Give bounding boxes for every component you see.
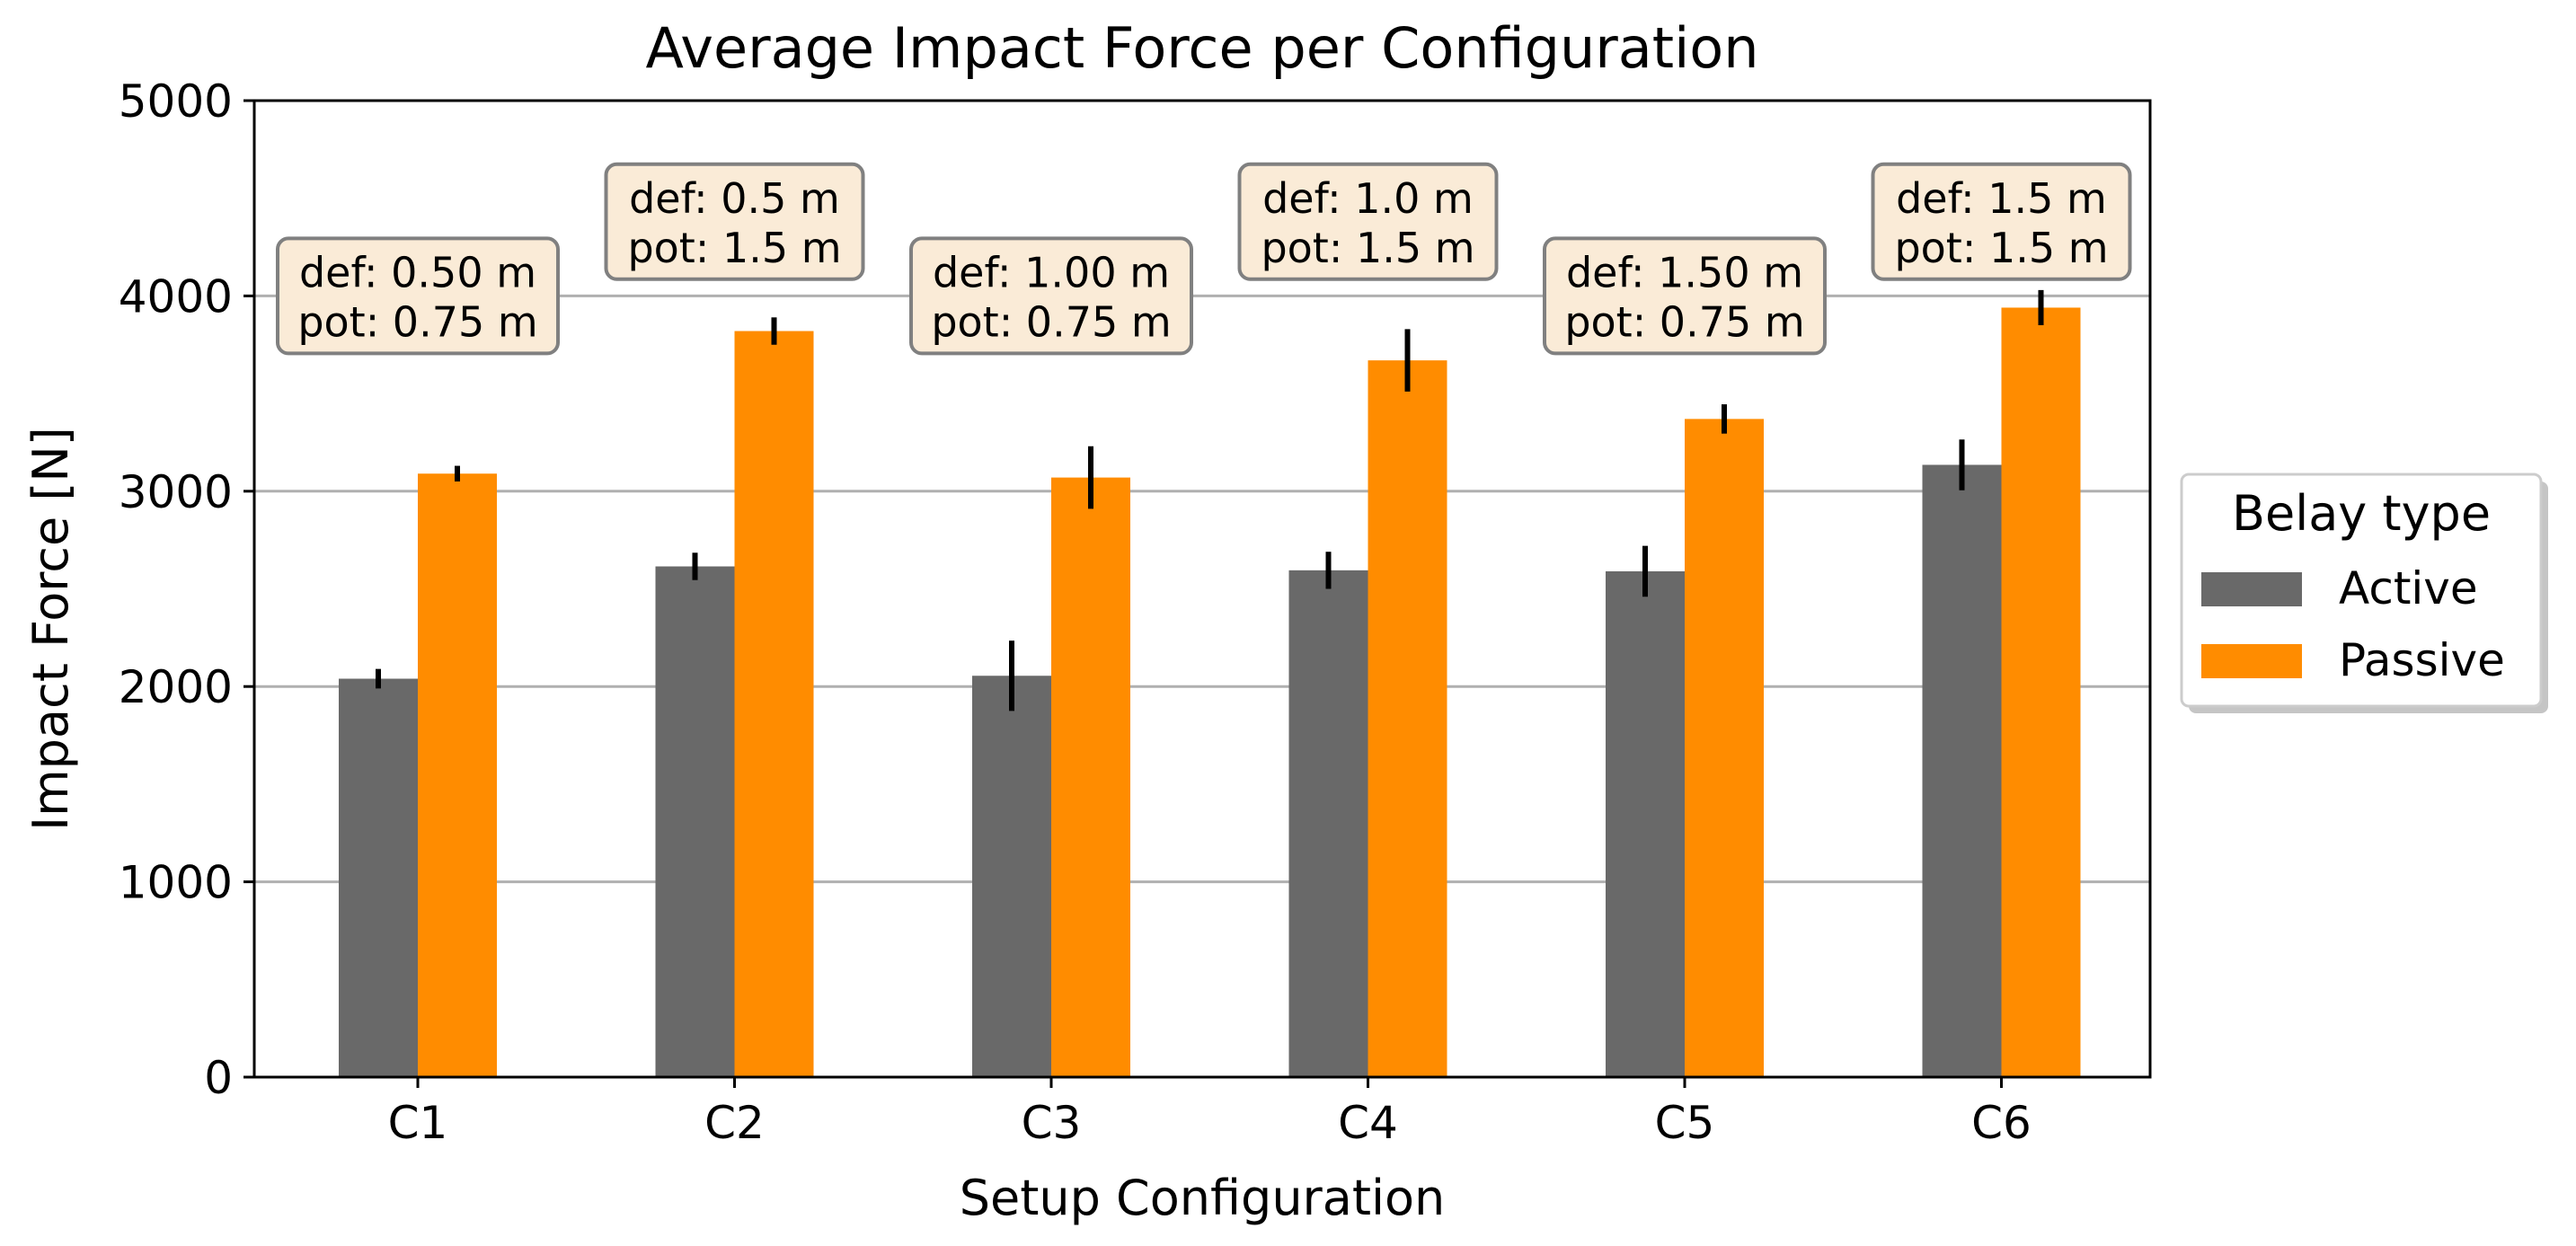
x-axis-label: Setup Configuration [960,1170,1446,1226]
y-tick-label: 1000 [119,857,233,909]
y-tick-label: 5000 [119,75,233,128]
annotation-potential: pot: 1.5 m [1894,224,2108,272]
annotation-deflection: def: 1.0 m [1262,174,1474,223]
bar-passive-c5 [1685,419,1764,1077]
y-tick-label: 3000 [119,466,233,518]
bar-passive-c3 [1051,477,1130,1077]
legend-label-active: Active [2339,562,2478,614]
x-tick-label: C5 [1655,1097,1715,1149]
annotation-potential: pot: 0.75 m [931,297,1171,346]
bar-active-c3 [972,676,1051,1077]
annotation-box [276,236,560,356]
annotation-box [604,162,865,281]
annotation-deflection: def: 1.5 m [1896,174,2107,223]
x-tick-label: C4 [1338,1097,1398,1149]
annotation-box [1543,236,1827,356]
annotation-box [909,236,1193,356]
bar-active-c1 [339,678,418,1077]
annotation-box [1237,162,1499,281]
annotation-potential: pot: 0.75 m [297,297,537,346]
x-tick-label: C3 [1022,1097,1082,1149]
error-bars [376,289,2044,711]
legend-swatch-passive [2201,644,2302,678]
y-tick-label: 0 [204,1052,233,1104]
y-axis-label: Impact Force [N] [22,427,79,831]
bar-active-c2 [655,566,735,1077]
legend-swatch-active [2201,572,2302,606]
annotation-potential: pot: 1.5 m [627,224,841,272]
x-tick-label: C2 [704,1097,765,1149]
bar-passive-c4 [1368,360,1447,1078]
bar-passive-c6 [2001,307,2081,1078]
y-tick-label: 4000 [119,270,233,323]
legend-label-passive: Passive [2339,634,2505,686]
grid-lines [254,294,2150,884]
bar-active-c6 [1922,464,2002,1077]
annotation-potential: pot: 0.75 m [1564,297,1804,346]
annotation-deflection: def: 1.00 m [933,248,1170,296]
annotation-potential: pot: 1.5 m [1261,224,1474,272]
annotation-box [1871,162,2132,281]
y-axis-ticks: 0 1000 2000 3000 4000 5000 [119,75,254,1104]
bar-active-c5 [1606,570,1685,1077]
bars [339,307,2081,1078]
y-tick-label: 2000 [119,661,233,713]
bar-passive-c2 [734,331,814,1078]
annotation-deflection: def: 1.50 m [1566,248,1803,296]
plot-frame [252,99,2152,1079]
annotation-deflection: def: 0.5 m [629,174,840,223]
x-tick-label: C1 [388,1097,448,1149]
legend-title: Belay type [2232,485,2491,542]
chart-title: Average Impact Force per Configuration [645,15,1758,81]
annotation-deflection: def: 0.50 m [299,248,536,296]
bar-passive-c1 [418,473,497,1077]
legend: Belay type Active Passive [2180,473,2548,713]
bar-active-c4 [1288,570,1368,1077]
x-axis-ticks: C1 C2 C3 C4 C5 C6 [388,1077,2032,1149]
x-tick-label: C6 [1971,1097,2032,1149]
